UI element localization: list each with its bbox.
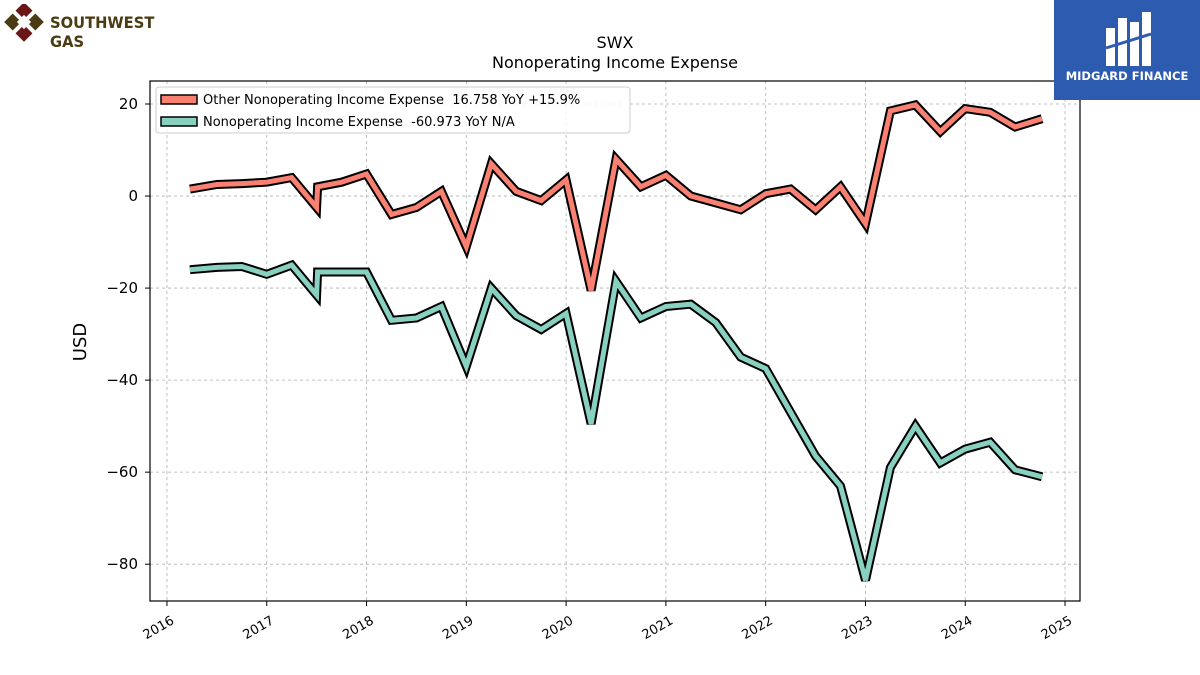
southwest-gas-wordmark: SOUTHWEST GAS	[50, 13, 155, 51]
midgard-finance-logo: MIDGARD FINANCE	[1054, 0, 1200, 100]
x-tick-label: 2023	[839, 613, 875, 643]
y-tick-label: −20	[106, 279, 138, 297]
x-axis-ticks: 2016 2017 2018 2019 2020 2021 2022 2023 2024 2025	[141, 601, 1075, 643]
y-tick-label: −40	[106, 371, 138, 389]
series-outline-1	[189, 259, 1044, 582]
chart-subtitle: Nonoperating Income Expense	[492, 53, 738, 72]
plot-frame	[149, 80, 1081, 602]
y-tick-label: −80	[106, 555, 138, 573]
x-tick-label: 2022	[740, 613, 776, 643]
x-tick-label: 2018	[340, 613, 376, 643]
series-lines	[189, 99, 1044, 582]
midgard-finance-emblem-icon	[1054, 0, 1200, 100]
legend-swatch-other-nonoperating	[160, 94, 198, 105]
x-tick-label: 2019	[440, 613, 476, 643]
grid-lines	[150, 81, 1080, 601]
x-tick-label: 2024	[939, 613, 975, 643]
southwest-gas-logo: SOUTHWEST GAS	[4, 2, 204, 51]
y-axis-label: USD	[70, 323, 91, 361]
y-tick-label: −60	[106, 463, 138, 481]
x-tick-label: 2021	[640, 613, 676, 643]
series-line-1	[189, 262, 1043, 581]
x-tick-label: 2020	[540, 613, 576, 643]
legend-label-other-nonoperating: Other Nonoperating Income Expense 16.758…	[203, 93, 580, 108]
legend-label-nonoperating: Nonoperating Income Expense -60.973 YoY …	[203, 115, 515, 130]
legend: Other Nonoperating Income Expense 16.758…	[155, 86, 631, 134]
y-axis-ticks: 20 0 −20 −40 −60 −80	[106, 95, 150, 573]
y-tick-label: 0	[128, 187, 138, 205]
series-line-0	[189, 102, 1043, 291]
y-tick-label: 20	[119, 95, 138, 113]
x-tick-label: 2025	[1039, 613, 1075, 643]
legend-swatch-nonoperating	[160, 116, 198, 127]
x-tick-label: 2017	[241, 613, 277, 643]
midgard-finance-wordmark: MIDGARD FINANCE	[1065, 69, 1189, 83]
southwest-gas-emblem-icon	[4, 2, 44, 42]
chart-title: SWX	[597, 33, 634, 52]
legend-box	[155, 86, 631, 134]
x-tick-label: 2016	[141, 613, 177, 643]
